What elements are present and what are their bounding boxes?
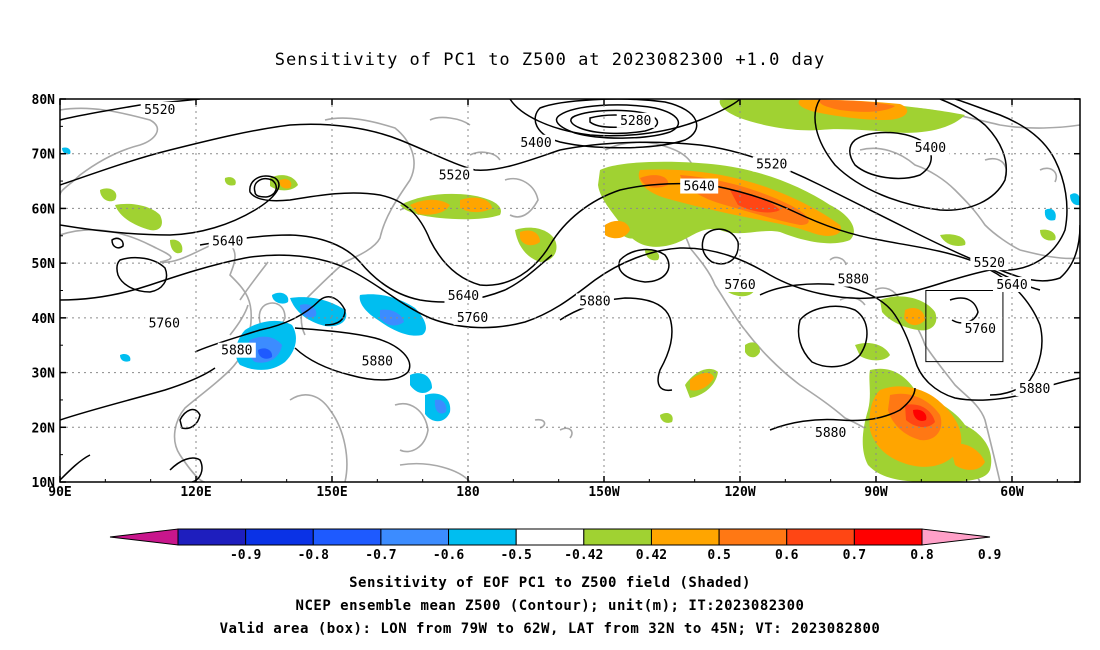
lat-tick-label: 50N: [32, 257, 56, 272]
contour-label: 5640: [448, 289, 479, 304]
contour-label: 5760: [149, 316, 180, 331]
colorbar-high-extension: [921, 528, 991, 546]
lon-tick-label: 60W: [1000, 485, 1024, 500]
colorbar-segment: [650, 528, 720, 546]
contour-label: 5520: [974, 256, 1005, 271]
grid-lines: [60, 99, 1080, 482]
lon-tick-label: 90E: [48, 485, 71, 500]
colorbar-segment: [786, 528, 855, 546]
colorbar-label: 0.6: [775, 548, 799, 563]
contour-label: 5760: [965, 322, 996, 337]
caption-shaded: Sensitivity of EOF PC1 to Z500 field (Sh…: [349, 575, 751, 591]
colorbar-label: 0.42: [636, 548, 667, 563]
contour-label: 5640: [684, 180, 715, 195]
contour-label: 5880: [838, 273, 869, 288]
contour-label: 5400: [520, 136, 551, 151]
caption-contour: NCEP ensemble mean Z500 (Contour); unit(…: [295, 598, 805, 614]
colorbar-label: 0.8: [910, 548, 934, 563]
contour-label: 5880: [815, 426, 846, 441]
lon-tick-label: 120W: [724, 485, 755, 500]
longitude-axis: 90E 120E 150E 180 150W 120W 90W 60W: [48, 99, 1058, 500]
contour-label: 5760: [724, 278, 755, 293]
lat-tick-label: 10N: [32, 476, 56, 491]
caption-valid-area: Valid area (box): LON from 79W to 62W, L…: [219, 621, 881, 637]
colorbar-segment: [718, 528, 788, 546]
valid-area-box: [925, 290, 1004, 363]
colorbar-segment: [177, 528, 247, 546]
contour-label: 5880: [221, 344, 252, 359]
colorbar-low-extension: [109, 528, 179, 546]
figure-title: Sensitivity of PC1 to Z500 at 2023082300…: [274, 50, 826, 70]
latitude-axis: 80N 70N 60N 50N 40N 30N 20N 10N: [32, 93, 1080, 491]
colorbar-label: -0.6: [433, 548, 464, 563]
lat-tick-label: 20N: [32, 421, 56, 436]
colorbar-label: 0.7: [843, 548, 866, 563]
colorbar: -0.9 -0.8 -0.7 -0.6 -0.5 -0.42 0.42 0.5 0.6 0.7 0.…: [109, 528, 1001, 563]
contour-label: 5880: [362, 355, 393, 370]
colorbar-segment: [245, 528, 314, 546]
colorbar-segment: [583, 528, 652, 546]
colorbar-segment: [380, 528, 450, 546]
colorbar-segment: [448, 528, 517, 546]
lon-tick-label: 150E: [316, 485, 347, 500]
lon-tick-label: 150W: [588, 485, 619, 500]
contour-label: 5880: [579, 294, 610, 309]
contour-labels: 5520 5400 5280 5520 5400 5520 5640 5640 5640 5880…: [140, 101, 1054, 441]
colorbar-segment: [312, 528, 382, 546]
lat-tick-label: 40N: [32, 312, 56, 327]
lat-tick-label: 30N: [32, 367, 56, 382]
contour-label: 5280: [620, 114, 651, 129]
lon-tick-label: 90W: [864, 485, 888, 500]
contour-label: 5520: [756, 158, 787, 173]
contour-label: 5880: [1019, 382, 1050, 397]
contour-label: 5760: [457, 311, 488, 326]
contour-label: 5520: [144, 103, 175, 118]
colorbar-segment: [515, 528, 585, 546]
colorbar-label: -0.7: [365, 548, 396, 563]
colorbar-label: 0.9: [978, 548, 1001, 563]
lat-tick-label: 60N: [32, 202, 56, 217]
contour-label: 5400: [915, 141, 946, 156]
contour-label: 5640: [212, 234, 243, 249]
colorbar-label: 0.5: [707, 548, 730, 563]
colorbar-label: -0.5: [501, 548, 532, 563]
colorbar-label: -0.8: [298, 548, 329, 563]
lat-tick-label: 70N: [32, 148, 56, 163]
lat-tick-label: 80N: [32, 93, 56, 108]
colorbar-segment: [853, 528, 923, 546]
contour-label: 5520: [439, 169, 470, 184]
colorbar-label: -0.42: [564, 548, 603, 563]
colorbar-label: -0.9: [230, 548, 261, 563]
lon-tick-label: 180: [456, 485, 480, 500]
lon-tick-label: 120E: [180, 485, 211, 500]
contour-label: 5640: [996, 278, 1027, 293]
